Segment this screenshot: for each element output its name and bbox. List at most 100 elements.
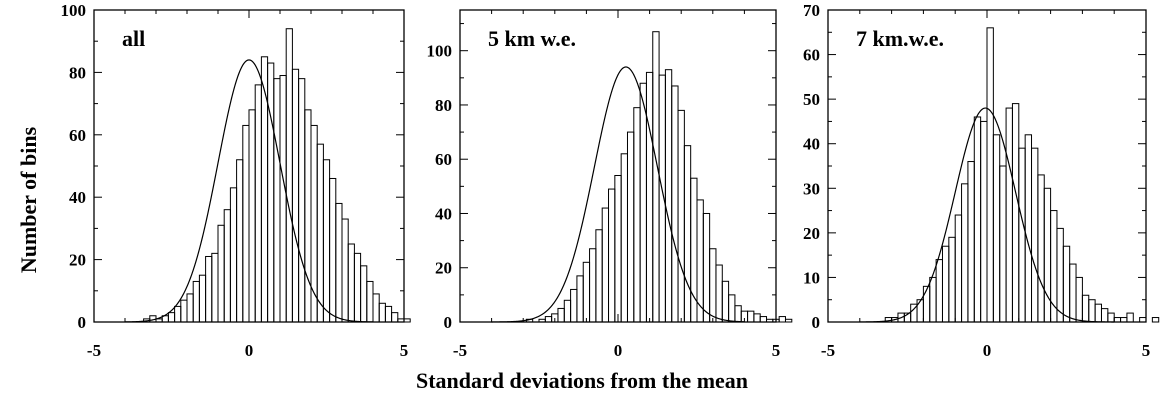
panel-label: all <box>122 26 145 51</box>
histogram-bin <box>677 109 685 323</box>
histogram-bin <box>645 71 654 323</box>
histogram-bin <box>1151 317 1160 323</box>
histogram-bin <box>205 255 213 323</box>
histogram-bin <box>1062 245 1071 323</box>
histogram-bin <box>242 124 250 323</box>
histogram-bin <box>267 62 275 323</box>
histogram-bin <box>1011 103 1020 323</box>
plot-frame <box>459 9 777 323</box>
histogram-bin <box>1094 303 1102 323</box>
histogram-bin <box>973 116 982 323</box>
histogram-bin <box>1043 187 1052 323</box>
histogram-bin <box>1107 312 1115 323</box>
histogram-bin <box>211 252 219 323</box>
histogram-bin <box>229 187 238 323</box>
histogram-bin <box>601 207 610 323</box>
histogram-bin <box>778 316 786 323</box>
panel-label: 7 km.w.e. <box>856 26 944 51</box>
histogram-bin <box>759 316 768 323</box>
x-tick-label: 5 <box>400 341 409 360</box>
y-tick-label: 100 <box>61 1 87 20</box>
y-tick-label: 10 <box>803 268 820 287</box>
x-tick-label: 5 <box>1142 341 1151 360</box>
histogram-bin <box>935 259 943 323</box>
histogram-bin <box>254 84 262 323</box>
histogram-bin <box>397 318 405 323</box>
histogram-bin <box>916 299 924 323</box>
histogram-bin <box>298 78 306 323</box>
histogram-bin <box>992 134 1001 323</box>
histogram-bin <box>360 265 368 323</box>
histogram-bin <box>929 276 937 323</box>
histogram-bin <box>1005 107 1013 323</box>
y-tick-label: 70 <box>803 1 820 20</box>
histogram-bin <box>223 209 231 323</box>
y-tick-label: 0 <box>444 313 453 332</box>
x-axis-title: Standard deviations from the mean <box>416 368 748 393</box>
histogram-bin <box>236 159 244 323</box>
histogram-bin <box>967 161 975 323</box>
histogram-bin <box>322 159 331 323</box>
histogram-bin <box>544 316 553 323</box>
histogram-bin <box>1069 263 1077 323</box>
histogram-bin <box>608 188 616 323</box>
histogram-bin <box>1113 317 1122 323</box>
histogram-bin <box>353 252 362 323</box>
histogram-bin <box>366 280 374 323</box>
histogram-bin <box>766 318 774 323</box>
histogram-bin <box>1018 147 1026 323</box>
histogram-bin <box>620 153 628 323</box>
histogram-bin <box>941 245 950 323</box>
histogram-bin <box>954 214 963 323</box>
histogram-bin <box>1081 294 1090 323</box>
histogram-bin <box>715 264 723 323</box>
histogram-bin <box>192 280 200 323</box>
histogram-bin <box>378 302 386 323</box>
y-tick-label: 80 <box>69 63 86 82</box>
y-tick-label: 40 <box>803 135 820 154</box>
y-tick-label: 100 <box>427 42 453 61</box>
histogram-bin <box>174 305 182 323</box>
y-tick-label: 0 <box>812 313 821 332</box>
y-tick-label: 80 <box>435 96 452 115</box>
histogram-bin <box>570 288 578 323</box>
histogram-bin <box>753 313 761 323</box>
histogram-bin <box>347 243 355 323</box>
histogram-bin <box>341 218 349 323</box>
y-tick-label: 40 <box>69 188 86 207</box>
histogram-bin <box>248 109 256 323</box>
histogram-bin <box>626 131 635 323</box>
y-tick-label: 50 <box>803 90 820 109</box>
histogram-bin <box>614 174 622 323</box>
histogram-bin <box>329 177 337 323</box>
y-tick-label: 60 <box>69 126 86 145</box>
histogram-bin <box>595 229 603 323</box>
histogram-bin <box>335 202 343 323</box>
histogram-bin <box>734 305 742 323</box>
histogram-bin <box>999 165 1007 323</box>
histogram-bin <box>180 299 188 323</box>
histogram-bin <box>683 145 692 323</box>
x-tick-label: 5 <box>772 341 781 360</box>
histogram-bin <box>279 75 287 323</box>
y-tick-label: 20 <box>435 259 452 278</box>
histogram-bin <box>198 274 207 323</box>
x-tick-label: 0 <box>614 341 623 360</box>
histogram-bin <box>316 143 324 323</box>
histogram-bin <box>563 299 572 323</box>
histogram-bin <box>538 318 546 323</box>
y-axis-title: Number of bins <box>16 126 41 273</box>
histogram-bin <box>1126 312 1134 323</box>
histogram-bin <box>721 280 730 323</box>
x-tick-label: 0 <box>983 341 992 360</box>
x-tick-label: -5 <box>87 341 101 360</box>
histogram-bin <box>582 261 591 323</box>
histogram-bin <box>557 307 565 323</box>
histogram-bin <box>922 285 931 323</box>
gaussian-fit-curve <box>124 59 374 323</box>
histogram-bin <box>285 28 293 323</box>
